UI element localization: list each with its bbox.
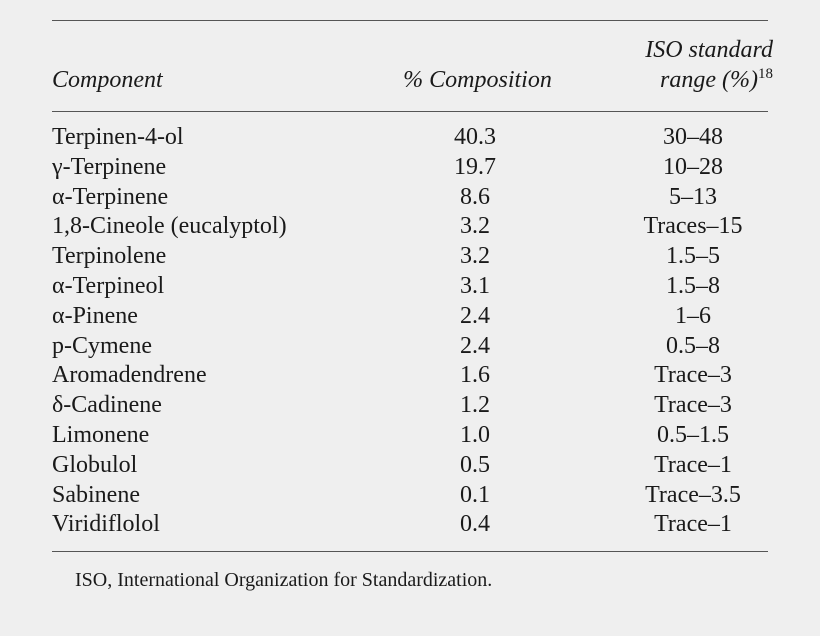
header-iso-line1: ISO standard bbox=[645, 37, 773, 63]
iso-range-cell: Trace–3 bbox=[654, 392, 732, 419]
composition-cell: 0.5 bbox=[460, 451, 490, 478]
composition-cell: 1.2 bbox=[460, 392, 490, 419]
component-cell: α-Pinene bbox=[52, 302, 138, 329]
composition-cell: 0.1 bbox=[460, 481, 490, 508]
composition-cell: 2.4 bbox=[460, 302, 490, 329]
iso-range-cell: 30–48 bbox=[663, 124, 723, 150]
composition-cell: 0.4 bbox=[460, 511, 490, 538]
footnote: ISO, International Organization for Stan… bbox=[75, 569, 493, 591]
iso-range-cell: 1–6 bbox=[675, 302, 711, 329]
composition-cell: 8.6 bbox=[460, 183, 490, 210]
component-cell: Sabinene bbox=[52, 481, 140, 508]
composition-cell: 3.2 bbox=[460, 213, 490, 240]
composition-cell: 3.1 bbox=[460, 273, 490, 299]
iso-range-cell: Trace–3 bbox=[654, 362, 732, 389]
iso-range-cell: 1.5–5 bbox=[666, 243, 720, 270]
component-cell: Viridiflolol bbox=[52, 511, 160, 538]
component-cell: α-Terpineol bbox=[52, 273, 165, 299]
header-iso-text: range (%) bbox=[660, 67, 758, 93]
iso-range-cell: Trace–1 bbox=[654, 511, 732, 538]
component-cell: Terpinolene bbox=[52, 243, 167, 270]
component-cell: Terpinen-4-ol bbox=[52, 124, 184, 150]
header-iso-line2: range (%)18 bbox=[613, 66, 773, 94]
component-cell: Limonene bbox=[52, 422, 150, 448]
header-iso-ref: 18 bbox=[758, 66, 773, 82]
iso-range-cell: Traces–15 bbox=[643, 213, 743, 240]
composition-cell: 1.0 bbox=[460, 422, 490, 448]
iso-range-cell: 0.5–1.5 bbox=[657, 422, 729, 448]
composition-cell: 19.7 bbox=[454, 153, 496, 180]
component-cell: δ-Cadinene bbox=[52, 392, 162, 419]
component-cell: Globulol bbox=[52, 451, 138, 478]
composition-cell: 40.3 bbox=[454, 124, 496, 150]
header-rule bbox=[52, 111, 768, 112]
bottom-rule bbox=[52, 551, 768, 552]
component-cell: 1,8-Cineole (eucalyptol) bbox=[52, 213, 287, 240]
top-rule bbox=[52, 20, 768, 21]
iso-range-cell: Trace–3.5 bbox=[645, 481, 741, 508]
iso-range-cell: 0.5–8 bbox=[666, 332, 720, 359]
component-cell: α-Terpinene bbox=[52, 183, 169, 210]
composition-cell: 1.6 bbox=[460, 362, 490, 389]
iso-range-cell: Trace–1 bbox=[654, 451, 732, 478]
component-cell: Aromadendrene bbox=[52, 362, 207, 389]
component-cell: p-Cymene bbox=[52, 332, 152, 359]
iso-range-cell: 1.5–8 bbox=[666, 273, 720, 299]
composition-cell: 3.2 bbox=[460, 243, 490, 270]
composition-cell: 2.4 bbox=[460, 332, 490, 359]
header-component: Component bbox=[52, 67, 163, 93]
component-cell: γ-Terpinene bbox=[52, 153, 167, 180]
header-composition: % Composition bbox=[403, 67, 552, 93]
iso-range-cell: 10–28 bbox=[663, 153, 723, 180]
iso-range-cell: 5–13 bbox=[669, 183, 717, 210]
